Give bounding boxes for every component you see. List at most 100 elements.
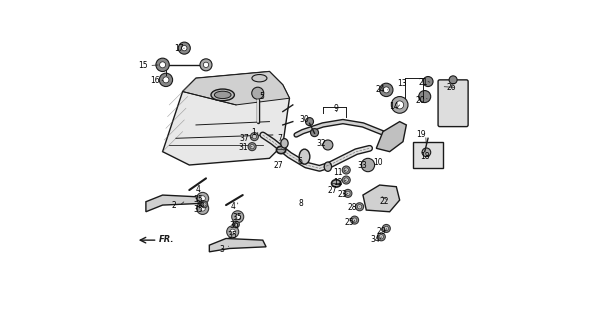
Text: 12: 12 — [333, 178, 343, 187]
Text: 8: 8 — [299, 199, 303, 208]
Text: 16: 16 — [150, 76, 160, 85]
Text: 35: 35 — [227, 231, 237, 240]
Circle shape — [383, 87, 389, 93]
Text: 35: 35 — [194, 195, 203, 204]
Circle shape — [344, 178, 348, 182]
Polygon shape — [363, 185, 400, 212]
Circle shape — [384, 226, 389, 231]
Circle shape — [396, 101, 404, 109]
Text: 1: 1 — [251, 128, 256, 137]
Text: 9: 9 — [333, 104, 338, 113]
Circle shape — [203, 62, 209, 68]
Circle shape — [382, 224, 390, 232]
Text: 4: 4 — [195, 185, 200, 194]
Text: 18: 18 — [420, 152, 429, 161]
Text: 14: 14 — [389, 102, 398, 111]
Text: 26: 26 — [446, 83, 456, 92]
Text: 37: 37 — [239, 134, 249, 143]
Circle shape — [379, 235, 384, 239]
Ellipse shape — [211, 89, 234, 101]
Ellipse shape — [324, 162, 331, 171]
Text: 35: 35 — [233, 213, 242, 222]
Text: 27: 27 — [328, 186, 337, 195]
Circle shape — [346, 191, 350, 196]
Circle shape — [200, 196, 205, 201]
Circle shape — [233, 221, 239, 228]
Circle shape — [200, 59, 212, 71]
Text: FR.: FR. — [158, 236, 174, 244]
Text: 3: 3 — [220, 245, 225, 254]
Polygon shape — [209, 238, 266, 252]
Circle shape — [252, 134, 256, 139]
Circle shape — [250, 132, 258, 140]
Polygon shape — [163, 71, 289, 165]
Text: 20: 20 — [415, 96, 425, 105]
Ellipse shape — [276, 146, 286, 154]
Ellipse shape — [214, 91, 231, 99]
Circle shape — [344, 189, 352, 197]
Circle shape — [181, 45, 187, 51]
Text: 36: 36 — [195, 200, 205, 209]
Text: 4: 4 — [231, 202, 236, 211]
Circle shape — [422, 148, 431, 157]
Ellipse shape — [252, 75, 267, 82]
Circle shape — [356, 203, 364, 211]
Circle shape — [197, 192, 209, 204]
Text: 32: 32 — [317, 139, 326, 148]
Polygon shape — [376, 122, 406, 152]
Text: 6: 6 — [297, 156, 302, 165]
Text: 30: 30 — [300, 116, 309, 124]
Circle shape — [378, 233, 385, 241]
Circle shape — [323, 140, 333, 150]
Text: 23: 23 — [337, 190, 347, 199]
Circle shape — [163, 77, 169, 83]
FancyBboxPatch shape — [438, 80, 468, 127]
Circle shape — [234, 223, 238, 226]
Polygon shape — [146, 195, 201, 212]
Circle shape — [250, 144, 255, 149]
Text: 19: 19 — [417, 131, 426, 140]
Ellipse shape — [331, 180, 341, 187]
Circle shape — [361, 158, 375, 172]
Circle shape — [351, 216, 359, 224]
Circle shape — [449, 76, 457, 84]
Circle shape — [227, 226, 239, 238]
Text: 22: 22 — [380, 196, 389, 205]
Circle shape — [423, 76, 433, 86]
Circle shape — [248, 143, 256, 151]
Text: 5: 5 — [259, 92, 264, 101]
Circle shape — [357, 204, 362, 209]
Circle shape — [200, 206, 205, 211]
Text: 10: 10 — [373, 158, 383, 167]
Text: 11: 11 — [333, 168, 343, 177]
Circle shape — [160, 62, 166, 68]
Text: 7: 7 — [277, 134, 282, 143]
Polygon shape — [183, 71, 289, 105]
Ellipse shape — [299, 149, 310, 164]
Circle shape — [419, 91, 431, 103]
Circle shape — [197, 203, 209, 214]
Circle shape — [252, 87, 264, 99]
Circle shape — [306, 117, 314, 126]
Text: 17: 17 — [174, 44, 183, 53]
Text: 29: 29 — [376, 227, 386, 236]
Circle shape — [178, 42, 190, 54]
Circle shape — [231, 211, 244, 223]
Circle shape — [353, 218, 357, 222]
Text: 27: 27 — [274, 161, 284, 170]
Text: 31: 31 — [239, 143, 248, 152]
Circle shape — [379, 83, 393, 97]
Circle shape — [201, 201, 208, 208]
Circle shape — [235, 214, 241, 220]
Ellipse shape — [281, 139, 288, 148]
Circle shape — [392, 97, 408, 113]
Text: 24: 24 — [376, 85, 385, 94]
Text: 13: 13 — [398, 79, 407, 88]
Circle shape — [202, 203, 206, 206]
Text: 34: 34 — [371, 235, 381, 244]
Text: 15: 15 — [138, 61, 148, 70]
Circle shape — [344, 168, 348, 172]
Text: 25: 25 — [344, 218, 354, 227]
Text: 21: 21 — [419, 78, 429, 87]
Text: 35: 35 — [194, 204, 203, 213]
